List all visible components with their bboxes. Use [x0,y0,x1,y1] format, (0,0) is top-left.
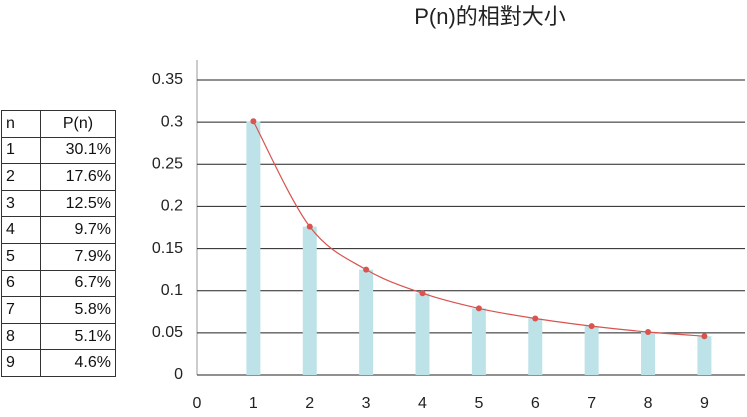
table-row: 6 6.7% [1,269,116,298]
table-cell: 5.8% [40,296,116,324]
table-row: 4 9.7% [1,216,116,244]
table-row: 5 7.9% [1,242,116,271]
table-cell: 4.6% [40,349,116,377]
chart-title: P(n)的相對大小 [414,4,566,29]
x-tick-label: 0 [193,395,202,412]
table-cell: 12.5% [40,189,116,218]
table-cell: 4 [1,216,41,244]
table-row: 8 5.1% [1,322,116,351]
x-tick-label: 6 [531,395,540,412]
table-cell: 9.7% [40,216,116,244]
data-point [645,329,652,336]
x-tick-label: 2 [305,395,314,412]
table-cell: 5 [1,242,41,271]
bar [528,318,543,375]
x-tick-label: 7 [587,395,596,412]
bar [359,269,374,375]
x-tick-label: 9 [700,395,709,412]
table-cell: 9 [1,349,41,377]
table-cell: 5.1% [40,322,116,351]
table-row: 3 12.5% [1,189,116,218]
data-point [250,118,257,125]
bar [415,293,430,375]
data-point [701,333,708,340]
table-cell: 17.6% [40,163,116,191]
data-point [419,290,426,297]
x-tick-label: 3 [362,395,371,412]
table-cell: 7 [1,296,41,324]
x-tick-label: 1 [249,395,258,412]
table-cell: 6.7% [40,269,116,298]
data-point [306,223,313,230]
y-tick-label: 0.15 [152,240,183,257]
probability-table: n P(n) 1 30.1% 2 17.6% 3 12.5% 4 9.7% 5 7.9% 6 6.7%… [1,110,116,377]
y-tick-label: 0.05 [152,324,183,341]
bar [246,121,261,375]
data-point [532,315,539,322]
data-point [588,323,595,330]
table-body: n P(n) 1 30.1% 2 17.6% 3 12.5% 4 9.7% 5 7.9% 6 6.7%… [1,110,116,377]
table-row: 7 5.8% [1,296,116,324]
y-tick-label: 0.25 [152,156,183,173]
x-tick-label: 8 [644,395,653,412]
bar [471,308,486,375]
bar [641,332,656,375]
bar [584,326,599,375]
y-tick-label: 0.1 [161,282,183,299]
trend-line [252,121,705,337]
data-point [363,266,370,273]
header-cell: n [1,110,41,138]
table-row: 9 4.6% [1,349,116,377]
data-point [475,305,482,312]
table-row: 1 30.1% [1,136,116,165]
y-tick-label: 0 [174,366,183,383]
x-tick-label: 4 [418,395,427,412]
y-tick-label: 0.35 [152,71,183,88]
bar [302,226,317,375]
y-tick-label: 0.3 [161,113,183,130]
table-cell: 7.9% [40,242,116,271]
table-cell: 30.1% [40,136,116,165]
x-tick-label: 5 [474,395,483,412]
table-row: 2 17.6% [1,163,116,191]
bar [697,336,712,375]
table-cell: 8 [1,322,41,351]
y-tick-label: 0.2 [161,198,183,215]
